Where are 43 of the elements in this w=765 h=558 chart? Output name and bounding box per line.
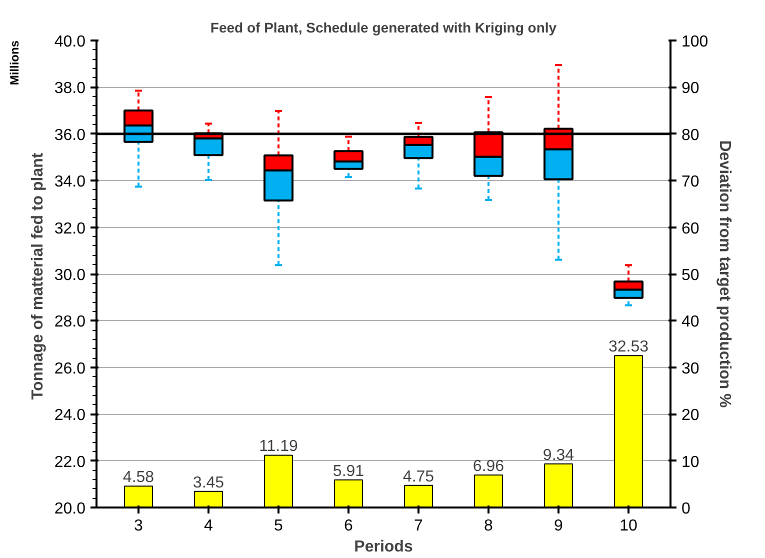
y2-tick-label: 0: [682, 500, 690, 518]
data-label: 9.34: [542, 446, 574, 464]
y2-tick-label: 90: [682, 80, 700, 98]
y2-tick-label: 20: [682, 407, 700, 424]
x-tick-label: 9: [554, 518, 564, 534]
chart-title: Feed of Plant, Schedule generated with Kriging only: [210, 20, 557, 36]
x-tick-label: 5: [274, 518, 284, 534]
y-tick-label: 22.0: [54, 454, 86, 471]
data-label: 11.19: [259, 438, 298, 456]
x-axis-title: Periods: [354, 538, 413, 556]
y-tick-label: 30.0: [54, 267, 86, 284]
data-label: 4.58: [122, 469, 154, 486]
y-tick-label: 24.0: [54, 407, 86, 424]
y-tick-label: 38.0: [54, 80, 86, 98]
x-tick-label: 7: [414, 518, 424, 534]
x-tick-label: 8: [484, 518, 494, 534]
y2-tick-label: 70: [682, 174, 700, 191]
y2-tick-label: 60: [682, 220, 700, 238]
data-label: 4.75: [402, 468, 434, 486]
data-label: 6.96: [472, 458, 504, 475]
y2-tick-label: 40: [682, 314, 700, 331]
x-tick-label: 4: [204, 518, 214, 534]
y2-axis-title: Deviation from target production %: [716, 140, 734, 408]
y-tick-label: 20.0: [54, 500, 86, 518]
y2-tick-label: 50: [682, 267, 700, 284]
y-tick-label: 32.0: [54, 220, 86, 238]
data-label: 3.45: [192, 474, 224, 492]
text: Millions: [8, 40, 22, 86]
y-tick-label: 40.0: [54, 34, 86, 50]
y-tick-label: 36.0: [54, 126, 86, 144]
data-label: 5.91: [332, 462, 364, 480]
y2-tick-label: 30: [682, 360, 700, 378]
data-label: 32.53: [608, 338, 649, 356]
y2-tick-label: 100: [682, 34, 708, 50]
x-tick-label: 6: [344, 518, 354, 534]
y-tick-label: 26.0: [54, 360, 86, 378]
x-tick-label: 3: [134, 518, 144, 534]
y2-tick-label: 80: [682, 126, 700, 144]
y2-tick-label: 10: [682, 454, 700, 471]
y-tick-label: 34.0: [54, 174, 86, 191]
y-tick-label: 28.0: [54, 314, 86, 331]
x-tick-label: 10: [620, 518, 638, 534]
y-axis-title: Tonnage of matterial fed to plant: [29, 152, 46, 400]
